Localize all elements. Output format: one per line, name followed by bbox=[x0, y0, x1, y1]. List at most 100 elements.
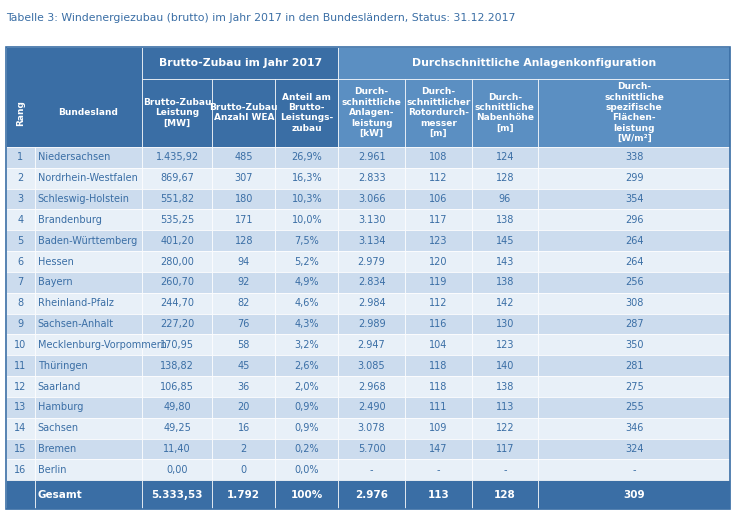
Text: 256: 256 bbox=[625, 278, 643, 287]
Text: 11: 11 bbox=[14, 361, 26, 371]
Text: 10,0%: 10,0% bbox=[291, 215, 322, 225]
Text: 485: 485 bbox=[235, 152, 253, 162]
Text: Schleswig-Holstein: Schleswig-Holstein bbox=[38, 194, 130, 204]
Text: 128: 128 bbox=[494, 489, 516, 500]
Text: -: - bbox=[632, 465, 636, 475]
Text: 2.979: 2.979 bbox=[358, 256, 386, 267]
Text: 10: 10 bbox=[14, 340, 26, 350]
Text: 106,85: 106,85 bbox=[160, 382, 194, 391]
Text: 3.085: 3.085 bbox=[358, 361, 386, 371]
Text: Anteil am
Brutto-
Leistungs-
zubau: Anteil am Brutto- Leistungs- zubau bbox=[280, 93, 333, 133]
Text: 0,0%: 0,0% bbox=[294, 465, 319, 475]
Text: Mecklenburg-Vorpommern: Mecklenburg-Vorpommern bbox=[38, 340, 166, 350]
Text: 11,40: 11,40 bbox=[163, 444, 191, 454]
Text: 82: 82 bbox=[238, 298, 250, 308]
Text: 128: 128 bbox=[235, 235, 253, 246]
Text: 128: 128 bbox=[495, 173, 514, 183]
Text: 104: 104 bbox=[429, 340, 447, 350]
Text: 108: 108 bbox=[429, 152, 447, 162]
Text: 1: 1 bbox=[18, 152, 24, 162]
Text: 120: 120 bbox=[429, 256, 447, 267]
Text: 118: 118 bbox=[429, 382, 447, 391]
Text: Thüringen: Thüringen bbox=[38, 361, 88, 371]
Text: 15: 15 bbox=[14, 444, 26, 454]
Text: 145: 145 bbox=[495, 235, 514, 246]
Text: 138: 138 bbox=[495, 382, 514, 391]
Text: 1.435,92: 1.435,92 bbox=[155, 152, 199, 162]
Text: 10,3%: 10,3% bbox=[291, 194, 322, 204]
Text: 6: 6 bbox=[18, 256, 24, 267]
Text: Brutto-Zubau
Leistung
[MW]: Brutto-Zubau Leistung [MW] bbox=[143, 98, 211, 128]
Text: 4,3%: 4,3% bbox=[294, 319, 319, 329]
Text: 0,9%: 0,9% bbox=[294, 402, 319, 412]
Text: 5: 5 bbox=[17, 235, 24, 246]
Text: 117: 117 bbox=[495, 444, 514, 454]
Text: 350: 350 bbox=[625, 340, 643, 350]
Text: 147: 147 bbox=[429, 444, 447, 454]
Text: 535,25: 535,25 bbox=[160, 215, 194, 225]
Text: Hessen: Hessen bbox=[38, 256, 74, 267]
Text: 5.333,53: 5.333,53 bbox=[152, 489, 203, 500]
Text: 2.834: 2.834 bbox=[358, 278, 386, 287]
Text: 9: 9 bbox=[18, 319, 24, 329]
Text: Rang: Rang bbox=[16, 100, 25, 126]
Text: 2.984: 2.984 bbox=[358, 298, 386, 308]
Text: 58: 58 bbox=[238, 340, 250, 350]
Text: Sachsen-Anhalt: Sachsen-Anhalt bbox=[38, 319, 114, 329]
Text: 3,2%: 3,2% bbox=[294, 340, 319, 350]
Text: Brutto-Zubau
Anzahl WEA: Brutto-Zubau Anzahl WEA bbox=[210, 103, 278, 123]
Text: 354: 354 bbox=[625, 194, 643, 204]
Text: 112: 112 bbox=[429, 298, 447, 308]
Text: 92: 92 bbox=[238, 278, 250, 287]
Text: 2.989: 2.989 bbox=[358, 319, 386, 329]
Text: 16: 16 bbox=[14, 465, 26, 475]
Text: 260,70: 260,70 bbox=[160, 278, 194, 287]
Text: 2.833: 2.833 bbox=[358, 173, 386, 183]
Text: 94: 94 bbox=[238, 256, 250, 267]
Text: Baden-Württemberg: Baden-Württemberg bbox=[38, 235, 137, 246]
Text: Saarland: Saarland bbox=[38, 382, 81, 391]
Text: Durchschnittliche Anlagenkonfiguration: Durchschnittliche Anlagenkonfiguration bbox=[412, 58, 657, 68]
Text: 309: 309 bbox=[623, 489, 645, 500]
Text: 49,80: 49,80 bbox=[163, 402, 191, 412]
Text: 113: 113 bbox=[428, 489, 449, 500]
Text: 3: 3 bbox=[18, 194, 24, 204]
Text: 2,6%: 2,6% bbox=[294, 361, 319, 371]
Text: 0,00: 0,00 bbox=[166, 465, 188, 475]
Text: 4,9%: 4,9% bbox=[294, 278, 319, 287]
Text: 124: 124 bbox=[495, 152, 514, 162]
Text: 255: 255 bbox=[625, 402, 643, 412]
Text: Bremen: Bremen bbox=[38, 444, 76, 454]
Text: 118: 118 bbox=[429, 361, 447, 371]
Text: 123: 123 bbox=[495, 340, 514, 350]
Text: 264: 264 bbox=[625, 256, 643, 267]
Text: 5,2%: 5,2% bbox=[294, 256, 319, 267]
Text: 109: 109 bbox=[429, 423, 447, 433]
Text: 16: 16 bbox=[238, 423, 250, 433]
Text: 307: 307 bbox=[235, 173, 253, 183]
Text: Durch-
schnittlicher
Rotordurch-
messer
[m]: Durch- schnittlicher Rotordurch- messer … bbox=[406, 87, 470, 138]
Text: 26,9%: 26,9% bbox=[291, 152, 322, 162]
Text: 227,20: 227,20 bbox=[160, 319, 194, 329]
Text: 171: 171 bbox=[235, 215, 253, 225]
Text: Tabelle 3: Windenergiezubau (brutto) im Jahr 2017 in den Bundesländern, Status: : Tabelle 3: Windenergiezubau (brutto) im … bbox=[6, 13, 515, 23]
Text: 106: 106 bbox=[429, 194, 447, 204]
Text: 324: 324 bbox=[625, 444, 643, 454]
Text: 2.490: 2.490 bbox=[358, 402, 386, 412]
Text: 2,0%: 2,0% bbox=[294, 382, 319, 391]
Text: Rheinland-Pfalz: Rheinland-Pfalz bbox=[38, 298, 113, 308]
Text: 143: 143 bbox=[495, 256, 514, 267]
Text: 12: 12 bbox=[14, 382, 26, 391]
Text: 7,5%: 7,5% bbox=[294, 235, 319, 246]
Text: 287: 287 bbox=[625, 319, 643, 329]
Text: 117: 117 bbox=[429, 215, 447, 225]
Text: 170,95: 170,95 bbox=[160, 340, 194, 350]
Text: Brandenburg: Brandenburg bbox=[38, 215, 102, 225]
Text: Durch-
schnittliche
Anlagen-
leistung
[kW]: Durch- schnittliche Anlagen- leistung [k… bbox=[342, 87, 402, 138]
Text: 8: 8 bbox=[18, 298, 24, 308]
Text: 113: 113 bbox=[495, 402, 514, 412]
Text: 308: 308 bbox=[625, 298, 643, 308]
Text: 20: 20 bbox=[238, 402, 250, 412]
Text: Brutto-Zubau im Jahr 2017: Brutto-Zubau im Jahr 2017 bbox=[159, 58, 322, 68]
Text: 296: 296 bbox=[625, 215, 643, 225]
